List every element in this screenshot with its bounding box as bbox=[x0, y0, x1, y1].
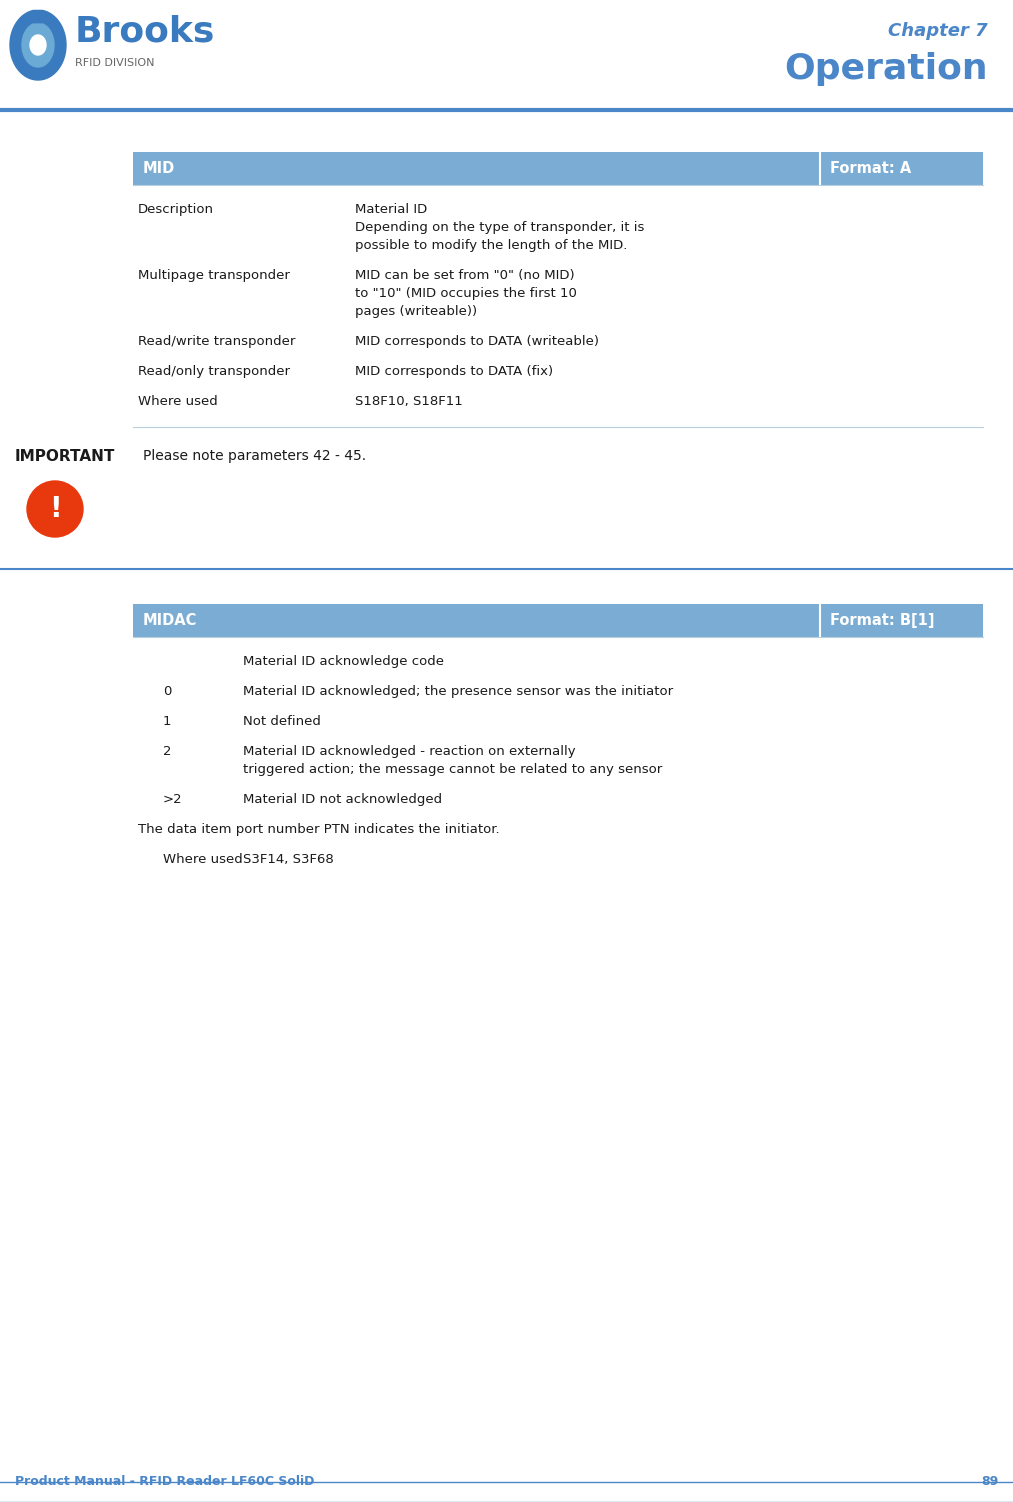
Text: Read/only transponder: Read/only transponder bbox=[138, 365, 290, 379]
Text: Please note parameters 42 - 45.: Please note parameters 42 - 45. bbox=[143, 449, 366, 463]
Text: Format: B[1]: Format: B[1] bbox=[830, 613, 935, 628]
Text: >2: >2 bbox=[163, 793, 182, 807]
Text: Depending on the type of transponder, it is: Depending on the type of transponder, it… bbox=[355, 221, 644, 234]
Text: Operation: Operation bbox=[784, 53, 988, 86]
Text: Description: Description bbox=[138, 203, 214, 216]
Text: Read/write transponder: Read/write transponder bbox=[138, 335, 296, 348]
Text: triggered action; the message cannot be related to any sensor: triggered action; the message cannot be … bbox=[243, 763, 663, 777]
Text: Where used: Where used bbox=[163, 853, 243, 867]
Text: !: ! bbox=[49, 496, 62, 523]
FancyBboxPatch shape bbox=[133, 152, 983, 185]
Text: Brooks: Brooks bbox=[75, 15, 216, 50]
Polygon shape bbox=[10, 11, 66, 80]
Text: Multipage transponder: Multipage transponder bbox=[138, 269, 290, 282]
Circle shape bbox=[27, 481, 83, 538]
Text: Material ID not acknowledged: Material ID not acknowledged bbox=[243, 793, 442, 807]
Text: Not defined: Not defined bbox=[243, 715, 321, 728]
Text: MID corresponds to DATA (writeable): MID corresponds to DATA (writeable) bbox=[355, 335, 599, 348]
Text: Format: A: Format: A bbox=[830, 161, 912, 176]
Text: RFID DIVISION: RFID DIVISION bbox=[75, 59, 155, 68]
Text: Material ID: Material ID bbox=[355, 203, 427, 216]
Text: 0: 0 bbox=[163, 685, 171, 698]
Text: MIDAC: MIDAC bbox=[143, 613, 198, 628]
Text: Material ID acknowledged - reaction on externally: Material ID acknowledged - reaction on e… bbox=[243, 745, 575, 759]
Text: Where used: Where used bbox=[138, 395, 218, 409]
Text: MID: MID bbox=[143, 161, 175, 176]
Polygon shape bbox=[22, 24, 54, 68]
Text: 89: 89 bbox=[981, 1475, 998, 1488]
Polygon shape bbox=[30, 35, 46, 56]
Text: MID corresponds to DATA (fix): MID corresponds to DATA (fix) bbox=[355, 365, 553, 379]
Text: Product Manual - RFID Reader LF60C SoliD: Product Manual - RFID Reader LF60C SoliD bbox=[15, 1475, 314, 1488]
Text: IMPORTANT: IMPORTANT bbox=[15, 449, 115, 464]
Text: to "10" (MID occupies the first 10: to "10" (MID occupies the first 10 bbox=[355, 287, 576, 300]
Text: MID can be set from "0" (no MID): MID can be set from "0" (no MID) bbox=[355, 269, 574, 282]
Text: S18F10, S18F11: S18F10, S18F11 bbox=[355, 395, 463, 409]
Text: The data item port number PTN indicates the initiator.: The data item port number PTN indicates … bbox=[138, 823, 499, 837]
Text: Material ID acknowledged; the presence sensor was the initiator: Material ID acknowledged; the presence s… bbox=[243, 685, 673, 698]
Text: S3F14, S3F68: S3F14, S3F68 bbox=[243, 853, 333, 867]
Text: Chapter 7: Chapter 7 bbox=[888, 23, 988, 41]
Text: pages (writeable)): pages (writeable)) bbox=[355, 305, 477, 318]
Text: 2: 2 bbox=[163, 745, 171, 759]
FancyBboxPatch shape bbox=[133, 604, 983, 637]
Text: Material ID acknowledge code: Material ID acknowledge code bbox=[243, 655, 444, 668]
Text: possible to modify the length of the MID.: possible to modify the length of the MID… bbox=[355, 239, 627, 252]
Text: 1: 1 bbox=[163, 715, 171, 728]
